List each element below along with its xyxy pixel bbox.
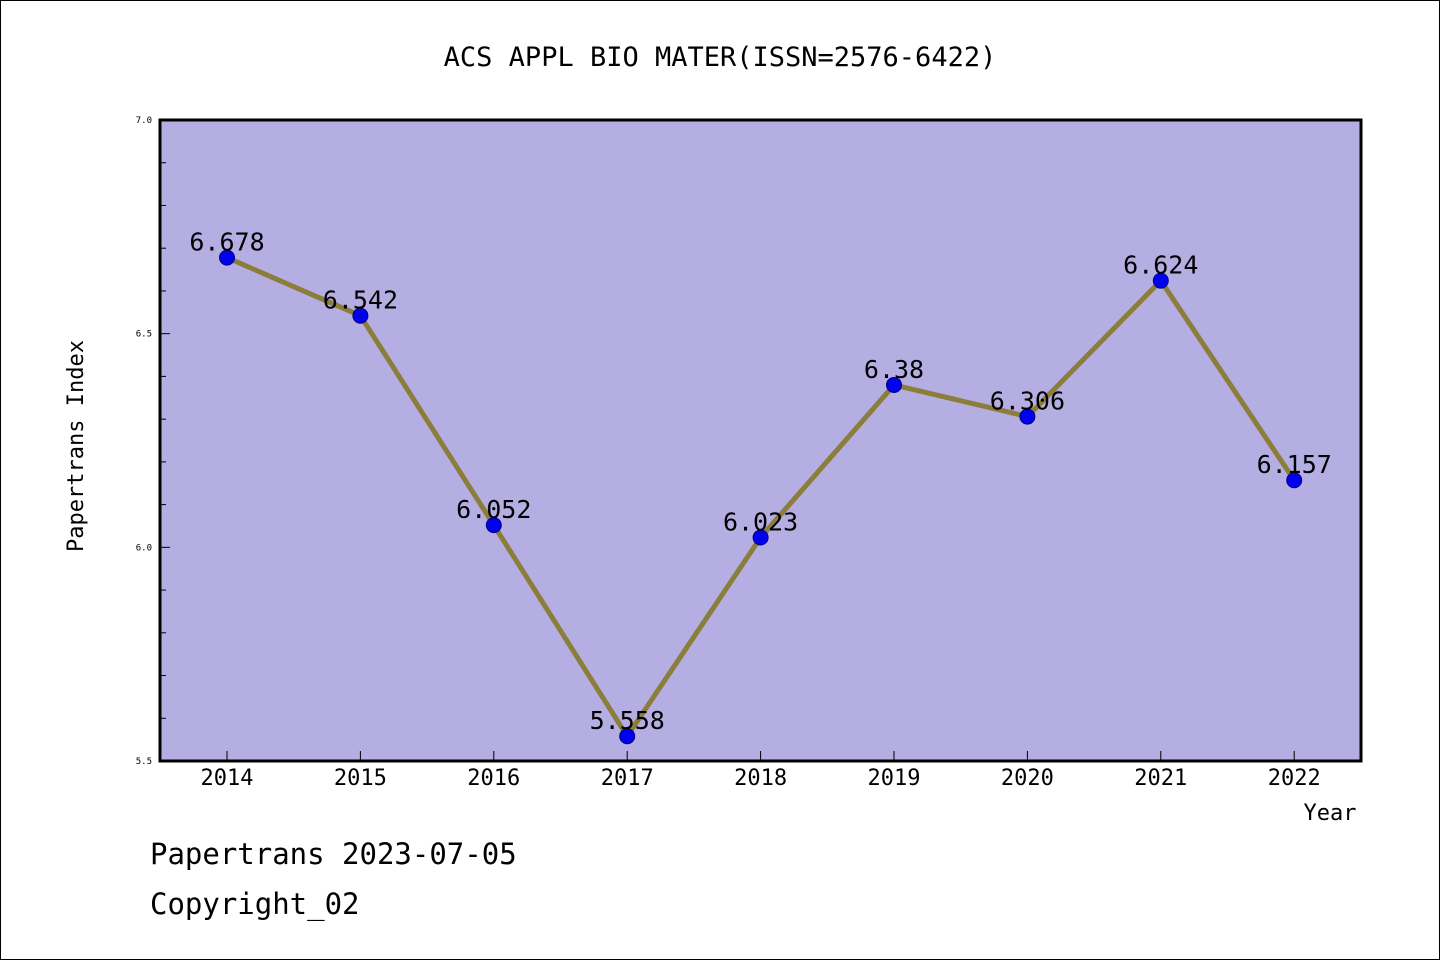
- y-axis-label: Papertrans Index: [64, 340, 89, 552]
- data-label: 6.157: [1257, 450, 1332, 479]
- y-tick-label: 7.0: [136, 116, 152, 126]
- data-label: 6.542: [323, 286, 398, 315]
- data-label: 6.052: [456, 495, 531, 524]
- x-tick-label: 2014: [201, 766, 254, 791]
- y-tick-label: 6.5: [136, 330, 152, 340]
- x-tick-label: 2016: [467, 766, 520, 791]
- x-tick-label: 2022: [1268, 766, 1321, 791]
- data-point: [619, 728, 636, 745]
- data-point: [752, 529, 769, 546]
- x-tick-label: 2021: [1134, 766, 1187, 791]
- data-label: 6.678: [189, 228, 264, 257]
- x-tick-label: 2019: [868, 766, 921, 791]
- x-tick-label: 2017: [601, 766, 654, 791]
- data-point: [352, 307, 369, 324]
- y-tick-label: 5.5: [136, 757, 152, 767]
- data-labels: 6.678 6.542 6.052 5.558 6.023 6.38 6.306 6.624 6…: [189, 228, 1331, 736]
- data-point: [1152, 272, 1169, 289]
- data-point: [1019, 408, 1036, 425]
- plot-border: [158, 118, 1363, 763]
- data-label: 6.624: [1123, 251, 1198, 280]
- x-axis-label: Year: [1304, 801, 1357, 826]
- y-tick-label: 6.0: [136, 543, 152, 553]
- data-point: [485, 517, 502, 534]
- plot-area: [160, 120, 1361, 761]
- series: [219, 249, 1303, 745]
- data-point: [219, 249, 235, 266]
- data-label: 6.023: [723, 508, 798, 537]
- x-tick-label: 2020: [1001, 766, 1054, 791]
- data-point: [1286, 472, 1303, 489]
- data-label: 6.306: [990, 387, 1065, 416]
- x-tick-label: 2015: [334, 766, 387, 791]
- footer-copyright: Copyright_02: [150, 887, 360, 922]
- data-label: 6.38: [864, 355, 924, 384]
- x-axis: 2014 2015 2016 2017 2018 2019 2020 2021 2022: [201, 751, 1321, 791]
- data-point: [886, 376, 902, 393]
- footer-date: Papertrans 2023-07-05: [150, 837, 517, 871]
- x-tick-label: 2018: [734, 766, 787, 791]
- chart-title: ACS APPL BIO MATER(ISSN=2576-6422): [444, 42, 997, 73]
- data-label: 5.558: [590, 706, 665, 735]
